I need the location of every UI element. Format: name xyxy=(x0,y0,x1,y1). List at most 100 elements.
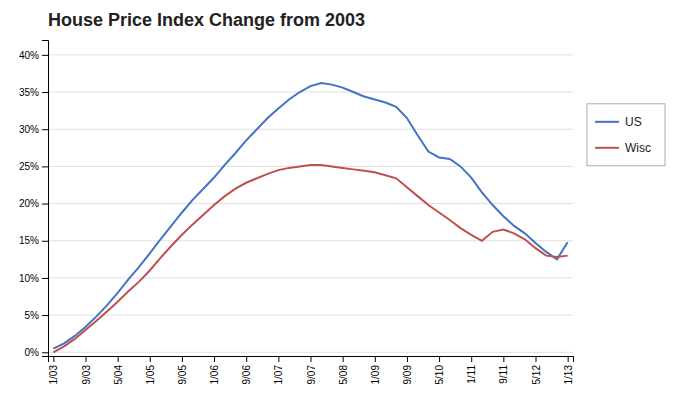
y-axis: 0% 5% 10% 15% 20% 25% 30% 35% 40% xyxy=(19,41,49,358)
y-tick-mark xyxy=(42,166,48,167)
x-tick-mark xyxy=(278,356,279,362)
x-tick-label: 5/04 xyxy=(113,365,124,385)
y-tick: 10% xyxy=(19,273,48,284)
x-tick-mark xyxy=(568,356,569,362)
x-tick-label: 1/03 xyxy=(48,365,59,385)
x-tick-label: 9/07 xyxy=(306,365,317,385)
x-tick-mark xyxy=(503,356,504,362)
y-tick: 15% xyxy=(19,235,48,246)
x-tick: 1/09 xyxy=(370,356,381,384)
y-tick-mark xyxy=(42,278,48,279)
grid-line xyxy=(48,54,573,55)
legend-label: US xyxy=(625,115,642,129)
legend-swatch xyxy=(595,121,619,123)
x-tick: 1/07 xyxy=(273,356,284,384)
y-tick: 25% xyxy=(19,161,48,172)
x-tick-label: 1/11 xyxy=(466,365,477,384)
title: House Price Index Change from 2003 xyxy=(48,10,365,30)
x-tick-label: 5/12 xyxy=(531,365,542,385)
y-tick-mark xyxy=(42,352,48,353)
line xyxy=(53,83,567,348)
x-tick-mark xyxy=(246,356,247,362)
y-tick-mark xyxy=(42,241,48,242)
grid-line xyxy=(48,92,573,93)
x-tick-mark xyxy=(214,356,215,362)
y-tick-label: 30% xyxy=(19,124,39,135)
x-tick-mark xyxy=(407,356,408,362)
x-tick-mark xyxy=(311,356,312,362)
y-tick: 30% xyxy=(19,124,48,135)
chart: House Price Index Change from 2003 0% 5% 10… xyxy=(0,0,673,404)
y-tick-label: 0% xyxy=(25,347,40,358)
lines xyxy=(53,83,567,352)
y-tick-mark xyxy=(42,55,48,56)
x-tick: 5/10 xyxy=(434,356,445,384)
x-tick-label: 5/08 xyxy=(338,365,349,385)
x-tick: 1/13 xyxy=(563,356,574,384)
y-tick-label: 25% xyxy=(19,161,39,172)
y-axis-line xyxy=(42,41,49,357)
x-tick: 1/11 xyxy=(466,356,477,384)
y-tick-label: 35% xyxy=(19,87,39,98)
legend-item: Wisc xyxy=(595,141,651,155)
x-tick-label: 9/11 xyxy=(498,365,509,384)
x-tick-label: 1/07 xyxy=(273,365,284,385)
x-tick-label: 9/09 xyxy=(402,365,413,385)
x-tick-mark xyxy=(182,356,183,362)
x-tick: 9/03 xyxy=(81,356,92,384)
y-tick-mark xyxy=(42,204,48,205)
x-tick: 1/06 xyxy=(209,356,220,384)
x-tick: 1/05 xyxy=(145,356,156,384)
y-tick-mark xyxy=(42,92,48,93)
x-tick: 9/11 xyxy=(498,356,509,384)
x-axis-line xyxy=(49,357,574,363)
y-tick-label: 20% xyxy=(19,198,39,209)
y-tick: 40% xyxy=(19,50,48,61)
grid-line xyxy=(48,277,573,278)
x-tick-mark xyxy=(471,356,472,362)
x-tick-mark xyxy=(536,356,537,362)
grid-line xyxy=(48,240,573,241)
x-tick: 5/04 xyxy=(113,356,124,384)
x-tick-label: 1/13 xyxy=(563,365,574,385)
legend: US Wisc xyxy=(587,104,665,166)
x-tick-mark xyxy=(118,356,119,362)
grid xyxy=(48,55,573,352)
line xyxy=(53,165,567,352)
grid-line xyxy=(48,203,573,204)
y-tick: 35% xyxy=(19,87,48,98)
x-tick: 9/05 xyxy=(177,356,188,384)
x-tick: 5/08 xyxy=(338,356,349,384)
x-tick-label: 1/05 xyxy=(145,365,156,385)
x-tick-mark xyxy=(86,356,87,362)
x-tick: 9/06 xyxy=(241,356,252,384)
y-tick: 20% xyxy=(19,198,48,209)
y-tick-mark xyxy=(42,315,48,316)
x-tick: 5/12 xyxy=(531,356,542,384)
x-axis: 1/03 9/03 5/04 1/05 9/05 1/06 9/06 1/07 9/07 5/08… xyxy=(48,356,573,384)
grid-line xyxy=(48,315,573,316)
legend-label: Wisc xyxy=(625,141,651,155)
y-tick-label: 15% xyxy=(19,235,39,246)
x-tick-label: 1/09 xyxy=(370,365,381,385)
x-tick: 9/07 xyxy=(306,356,317,384)
grid-line xyxy=(48,129,573,130)
x-tick-mark xyxy=(343,356,344,362)
legend-item: US xyxy=(595,115,642,129)
x-tick-mark xyxy=(53,356,54,362)
legend-swatch xyxy=(595,147,619,149)
y-tick-label: 10% xyxy=(19,273,39,284)
x-tick-label: 9/03 xyxy=(81,365,92,385)
y-tick: 5% xyxy=(25,310,48,321)
x-tick: 9/09 xyxy=(402,356,413,384)
y-tick: 0% xyxy=(25,347,48,358)
grid-line xyxy=(48,352,573,353)
y-tick-label: 40% xyxy=(19,50,39,61)
x-tick-mark xyxy=(375,356,376,362)
x-tick: 1/03 xyxy=(48,356,59,384)
x-tick-mark xyxy=(439,356,440,362)
legend-frame xyxy=(587,104,665,166)
grid-line xyxy=(48,166,573,167)
y-tick-label: 5% xyxy=(25,310,40,321)
x-tick-label: 5/10 xyxy=(434,365,445,385)
